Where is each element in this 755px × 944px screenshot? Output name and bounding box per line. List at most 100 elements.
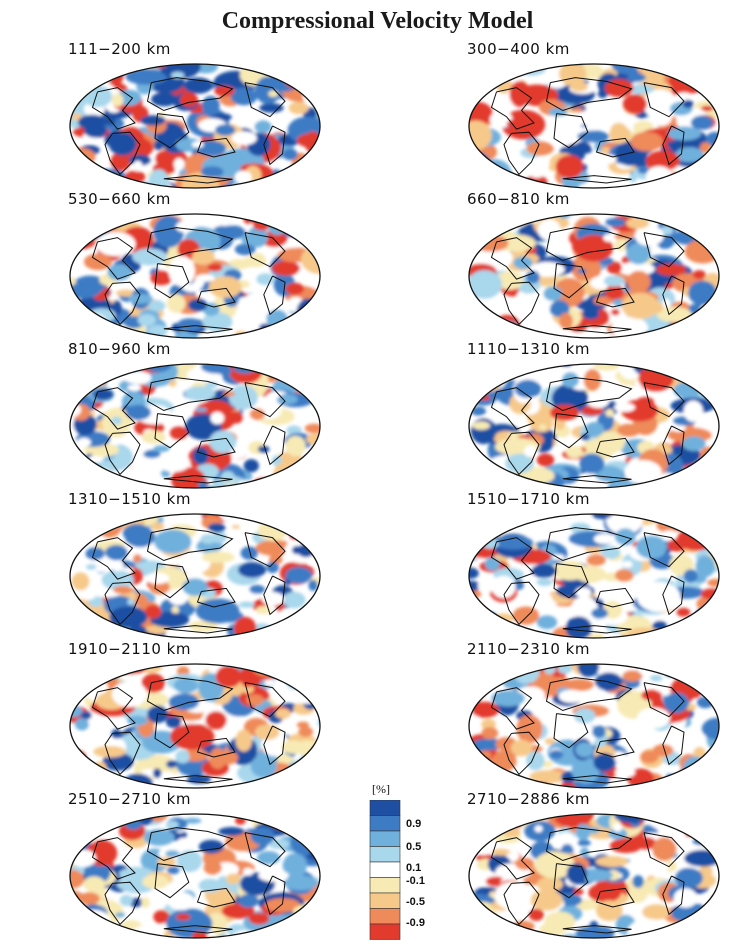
velocity-anomaly-patch: [548, 128, 575, 147]
velocity-anomaly-patch: [141, 430, 166, 444]
velocity-anomaly-patch: [152, 768, 162, 779]
velocity-anomaly-patch: [696, 525, 719, 545]
velocity-anomaly-patch: [305, 913, 318, 926]
velocity-anomaly-patch: [703, 305, 719, 321]
mollweide-map: [468, 63, 720, 189]
velocity-anomaly-patch: [663, 692, 689, 714]
velocity-anomaly-patch: [673, 894, 684, 904]
velocity-anomaly-patch: [243, 459, 259, 473]
velocity-anomaly-patch: [623, 890, 646, 902]
coastline: [91, 837, 136, 880]
velocity-anomaly-patch: [264, 678, 275, 687]
depth-label: 2510−2710 km: [68, 790, 191, 808]
velocity-anomaly-patch: [283, 228, 301, 237]
velocity-anomaly-patch: [78, 165, 98, 183]
map-panel: 300−400 km: [467, 40, 737, 190]
map-outline: [69, 63, 321, 189]
legend-tick: -0.5: [406, 896, 425, 908]
velocity-anomaly-patch: [707, 232, 719, 244]
map-panel: 111−200 km: [68, 40, 338, 190]
velocity-anomaly-patch: [256, 273, 275, 286]
coastline: [163, 325, 233, 334]
velocity-anomaly-patch: [260, 664, 280, 673]
legend-swatch: [369, 830, 401, 847]
velocity-anomaly-patch: [304, 423, 320, 434]
velocity-anomaly-patch: [710, 450, 719, 460]
velocity-anomaly-patch: [294, 921, 307, 934]
velocity-anomaly-patch: [469, 518, 475, 527]
velocity-anomaly-patch: [70, 814, 97, 833]
velocity-anomaly-patch: [480, 777, 500, 788]
figure-title: Compressional Velocity Model: [221, 8, 534, 34]
velocity-anomaly-patch: [573, 141, 591, 155]
velocity-anomaly-patch: [70, 768, 82, 781]
velocity-anomaly-patch: [214, 85, 235, 97]
coastline: [545, 377, 633, 412]
velocity-anomaly-patch: [477, 774, 509, 788]
velocity-anomaly-patch: [639, 677, 653, 685]
velocity-anomaly-patch: [682, 814, 717, 821]
velocity-anomaly-patch: [559, 781, 578, 788]
velocity-anomaly-patch: [77, 437, 91, 447]
velocity-anomaly-patch: [626, 217, 650, 229]
velocity-anomaly-patch: [559, 64, 587, 87]
velocity-anomaly-patch: [588, 883, 622, 903]
velocity-anomaly-patch: [250, 755, 277, 778]
velocity-anomaly-patch: [708, 146, 719, 155]
velocity-anomaly-patch: [119, 380, 130, 392]
velocity-anomaly-patch: [299, 301, 319, 320]
velocity-anomaly-patch: [683, 514, 719, 525]
velocity-anomaly-patch: [649, 674, 663, 682]
coastline: [562, 625, 632, 634]
velocity-anomaly-patch: [531, 364, 545, 367]
velocity-anomaly-patch: [512, 330, 530, 338]
velocity-anomaly-patch: [70, 774, 85, 788]
velocity-anomaly-patch: [594, 154, 617, 165]
velocity-anomaly-patch: [115, 289, 136, 297]
velocity-anomaly-patch: [577, 130, 609, 143]
velocity-anomaly-patch: [469, 448, 476, 459]
velocity-anomaly-patch: [575, 742, 594, 758]
velocity-anomaly-patch: [226, 411, 244, 424]
velocity-anomaly-patch: [697, 379, 714, 387]
velocity-anomaly-patch: [627, 270, 651, 293]
velocity-anomaly-patch: [469, 625, 485, 638]
velocity-anomaly-patch: [640, 750, 659, 764]
velocity-anomaly-patch: [168, 256, 195, 287]
velocity-anomaly-patch: [294, 220, 320, 237]
legend-swatch: [369, 908, 401, 925]
velocity-anomaly-patch: [614, 767, 636, 778]
velocity-anomaly-patch: [207, 523, 226, 533]
velocity-anomaly-patch: [183, 817, 202, 824]
map-panel: 1910−2110 km: [68, 640, 338, 790]
velocity-anomaly-patch: [70, 517, 96, 535]
velocity-anomaly-patch: [250, 330, 269, 338]
velocity-anomaly-patch: [475, 624, 490, 635]
velocity-anomaly-patch: [137, 313, 156, 327]
velocity-anomaly-patch: [580, 847, 589, 858]
coastline: [263, 725, 286, 766]
velocity-anomaly-patch: [218, 827, 245, 836]
velocity-anomaly-patch: [234, 170, 252, 185]
velocity-anomaly-patch: [697, 514, 719, 532]
velocity-anomaly-patch: [636, 397, 655, 406]
velocity-anomaly-patch: [76, 910, 93, 925]
map-panel: 660−810 km: [467, 190, 737, 340]
velocity-anomaly-patch: [674, 664, 694, 676]
velocity-anomaly-patch: [86, 734, 98, 743]
legend-swatch: [369, 815, 401, 832]
velocity-anomaly-patch: [275, 514, 292, 524]
velocity-anomaly-patch: [609, 125, 632, 144]
coastline: [643, 82, 685, 118]
velocity-anomaly-patch: [469, 780, 483, 788]
coastline: [146, 527, 234, 562]
velocity-anomaly-patch: [698, 329, 719, 338]
velocity-anomaly-patch: [82, 219, 100, 235]
mollweide-map: [69, 813, 321, 939]
velocity-anomaly-patch: [612, 822, 623, 832]
velocity-anomaly-patch: [156, 896, 165, 904]
velocity-anomaly-patch: [110, 152, 131, 171]
velocity-anomaly-patch: [85, 547, 105, 561]
velocity-anomaly-patch: [513, 579, 525, 590]
velocity-anomaly-patch: [94, 664, 122, 674]
